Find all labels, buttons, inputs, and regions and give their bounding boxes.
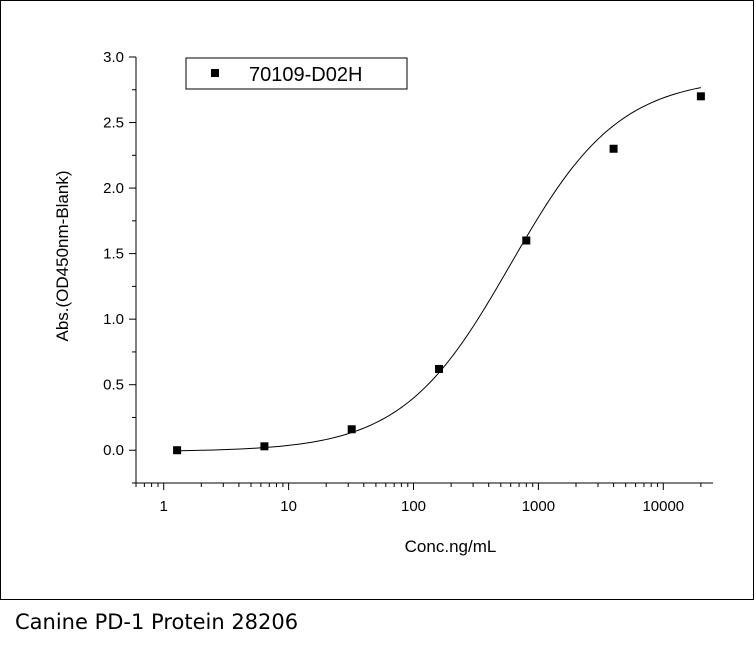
x-tick-label: 100 (401, 498, 426, 515)
chart: 0.0 0.5 1.0 1.5 2.0 2.5 3.0 1 10 100 1000 10000 Conc… (53, 49, 713, 556)
x-tick-label: 10 (280, 498, 297, 515)
data-point (347, 425, 356, 434)
y-tick-label: 3.0 (103, 49, 124, 66)
chart-frame: 0.0 0.5 1.0 1.5 2.0 2.5 3.0 1 10 100 1000 10000 Conc… (0, 0, 754, 600)
y-tick-label: 2.0 (103, 180, 124, 197)
x-axis-label: Conc.ng/mL (405, 537, 497, 556)
legend-box (185, 57, 408, 90)
data-point (173, 446, 182, 455)
fit-curve (174, 87, 701, 452)
data-point (522, 236, 531, 245)
data-point (696, 92, 705, 101)
legend-label: 70109-D02H (249, 64, 362, 86)
x-tick-label: 1000 (522, 498, 555, 515)
y-tick-label: 0.5 (103, 377, 124, 394)
data-point (609, 144, 618, 153)
legend-marker (211, 69, 219, 77)
y-tick-label: 2.5 (103, 115, 124, 132)
y-tick-label: 1.0 (103, 311, 124, 328)
x-tick-label: 1 (160, 498, 168, 515)
y-tick-label: 0.0 (103, 442, 124, 459)
y-tick-label: 1.5 (103, 246, 124, 263)
data-point (260, 442, 269, 451)
y-axis-label: Abs.(OD450nm-Blank) (53, 170, 72, 341)
x-tick-label: 10000 (642, 498, 684, 515)
figure-caption: Canine PD-1 Protein 28206 (15, 610, 299, 634)
data-point (434, 364, 443, 373)
